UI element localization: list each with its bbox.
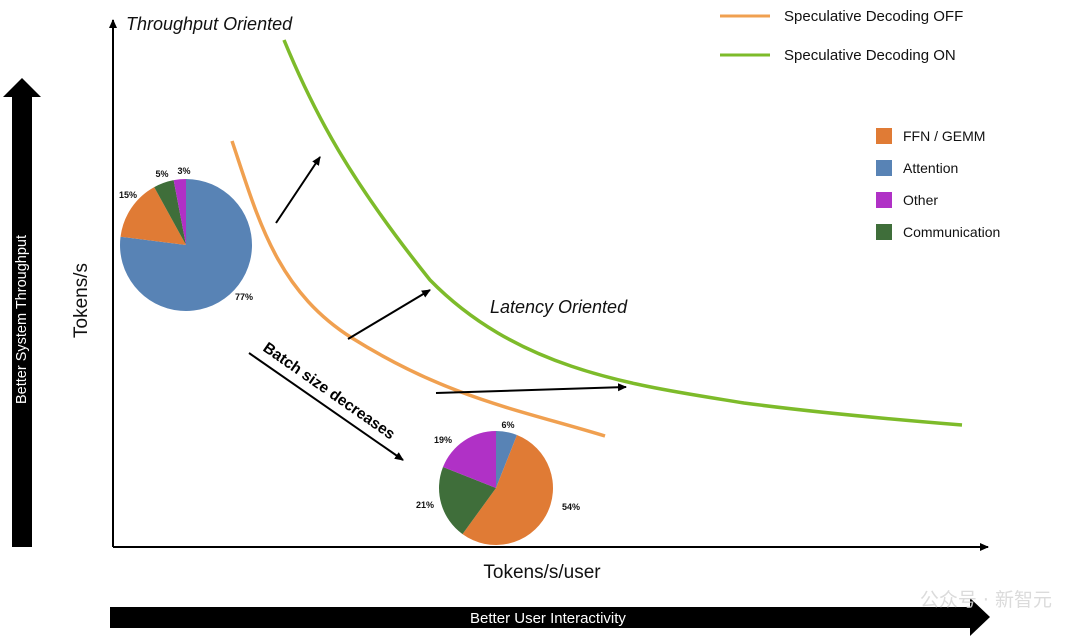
legend-label-communication: Communication [903,224,1000,240]
pie-top-label-ffn-gemm: 15% [119,190,137,200]
line-legend: Speculative Decoding OFF Speculative Dec… [720,8,963,64]
batch-size-arrow [248,352,404,461]
system-throughput-arrow: Better System Throughput [3,78,41,547]
legend-label-attention: Attention [903,160,958,176]
improvement-arrow-1 [275,156,321,224]
legend-swatch-ffn [876,128,892,144]
legend-label-ffn: FFN / GEMM [903,128,985,144]
system-throughput-label: Better System Throughput [14,235,30,404]
pie-bottom-slice-ffn-gemm [462,435,553,545]
pie-top-label-attention: 77% [235,292,253,302]
legend-label-speculative-off: Speculative Decoding OFF [784,8,963,25]
legend-label-speculative-on: Speculative Decoding ON [784,47,956,64]
legend-swatch-attention [876,160,892,176]
pie-bottom-label-communication: 21% [416,500,434,510]
pie-top-slice-other [173,179,186,245]
improvement-arrow-3 [435,383,627,394]
legend-label-other: Other [903,192,938,208]
pie-top-label-communication: 5% [155,169,168,179]
pie-low-latency: 6% 54% 21% 19% [416,420,580,545]
y-axis-label: Tokens/s [71,263,92,338]
pie-high-throughput: 77% 15% 5% 3% [119,166,253,311]
improvement-arrows [248,156,627,461]
x-axis-label: Tokens/s/user [483,562,601,583]
pie-top-slice-communication [154,180,186,245]
pie-bottom-slice-communication [439,467,496,535]
improvement-arrow-2 [347,289,431,340]
pie-bottom-label-other: 19% [434,435,452,445]
watermark: 公众号 · 新智元 [919,589,1052,611]
pie-bottom-slice-attention [496,431,517,488]
pie-bottom-slice-other [443,431,496,488]
curve-speculative-on [282,39,963,427]
component-legend: FFN / GEMM Attention Other Communication [876,128,1000,240]
pie-top-slice-ffn-gemm [120,187,186,245]
axes [109,19,989,551]
user-interactivity-label: Better User Interactivity [470,610,626,627]
curve-speculative-off [230,140,606,438]
pie-bottom-label-ffn-gemm: 54% [562,502,580,512]
pie-bottom-label-attention: 6% [501,420,514,430]
pie-top-label-other: 3% [177,166,190,176]
legend-swatch-other [876,192,892,208]
legend-swatch-communication [876,224,892,240]
user-interactivity-arrow: Better User Interactivity [110,598,990,636]
latency-oriented-label: Latency Oriented [490,297,628,317]
throughput-oriented-label: Throughput Oriented [126,14,293,34]
